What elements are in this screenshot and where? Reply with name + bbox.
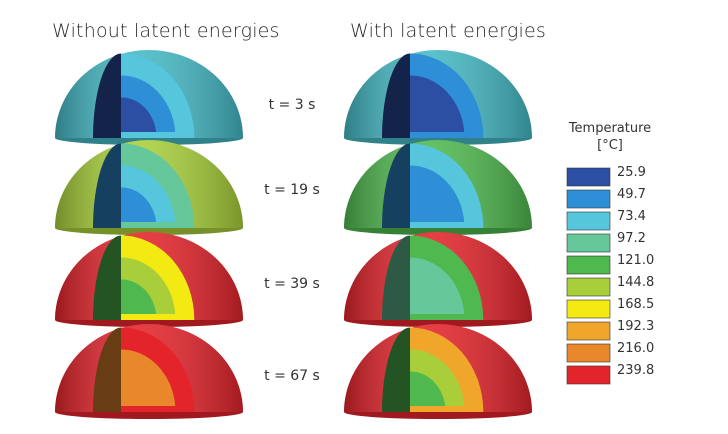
legend-swatch-5	[566, 255, 611, 275]
dome-temperature-ring-2	[410, 371, 446, 406]
dome-shadow-face	[93, 143, 121, 228]
dome-temperature-ring-1	[410, 257, 465, 314]
legend-value-2: 49.7	[617, 187, 646, 202]
legend-title-unit: [°C]	[597, 138, 623, 153]
legend-value-10: 239.8	[617, 363, 655, 378]
dome-without-3	[55, 232, 243, 327]
legend-swatch-6	[566, 277, 611, 297]
dome-with-2	[344, 140, 532, 235]
legend-value-7: 168.5	[617, 297, 655, 312]
legend-swatch-2	[566, 189, 611, 209]
legend-swatch-3	[566, 211, 611, 231]
legend-value-5: 121.0	[617, 253, 655, 268]
legend-value-3: 73.4	[617, 209, 646, 224]
legend-value-1: 25.9	[617, 165, 646, 180]
legend-swatch-1	[566, 167, 611, 187]
dome-temperature-ring-2	[121, 279, 157, 314]
time-label-4: t = 67 s	[264, 368, 320, 384]
dome-shadow-face	[93, 235, 121, 320]
dome-temperature-ring-1	[121, 349, 176, 406]
time-label-1: t = 3 s	[268, 97, 316, 113]
dome-shadow-face	[382, 327, 410, 412]
right-column-title: With latent energies	[350, 20, 546, 42]
dome-temperature-ring-1	[410, 165, 465, 222]
legend-title-line1: Temperature	[568, 121, 652, 136]
legend-value-9: 216.0	[617, 341, 655, 356]
left-column-title: Without latent energies	[52, 20, 280, 42]
dome-temperature-ring-1	[410, 75, 465, 132]
legend-swatch-4	[566, 233, 611, 253]
dome-shadow-face	[382, 143, 410, 228]
legend-value-4: 97.2	[617, 231, 646, 246]
dome-temperature-ring-2	[121, 97, 157, 132]
dome-shadow-face	[93, 53, 121, 138]
legend-swatch-8	[566, 321, 611, 341]
dome-without-1	[55, 50, 243, 145]
dome-without-4	[55, 324, 243, 419]
legend-title: Temperature [°C]	[555, 120, 665, 154]
legend-value-8: 192.3	[617, 319, 655, 334]
dome-shadow-face	[93, 327, 121, 412]
legend-swatch-7	[566, 299, 611, 319]
legend-swatch-10	[566, 365, 611, 385]
legend-value-6: 144.8	[617, 275, 655, 290]
dome-with-1	[344, 50, 532, 145]
time-label-3: t = 39 s	[264, 276, 320, 292]
dome-shadow-face	[382, 235, 410, 320]
dome-temperature-ring-2	[121, 187, 157, 222]
dome-shadow-face	[382, 53, 410, 138]
dome-with-4	[344, 324, 532, 419]
dome-without-2	[55, 140, 243, 235]
dome-with-3	[344, 232, 532, 327]
legend-swatch-9	[566, 343, 611, 363]
time-label-2: t = 19 s	[264, 182, 320, 198]
